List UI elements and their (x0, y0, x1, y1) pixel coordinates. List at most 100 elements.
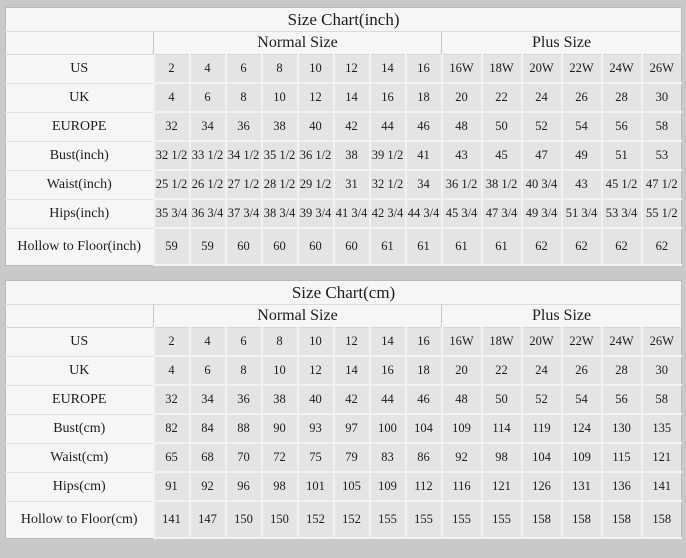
size-cell: 58 (640, 384, 682, 415)
table-row: US 2 4 6 8 10 12 14 16 16W 18W 20W 22W 24W 26W (5, 327, 682, 357)
size-cell: 70 (224, 442, 263, 473)
size-cell: 90 (260, 413, 299, 444)
size-cell: 4 (152, 355, 191, 386)
size-cell: 75 (296, 442, 335, 473)
size-cell: 79 (332, 442, 371, 473)
size-cell: 150 (260, 500, 299, 539)
row-label: Waist(cm) (5, 442, 154, 472)
size-cell: 16W (440, 327, 483, 357)
size-cell: 8 (224, 82, 263, 113)
size-cell: 88 (224, 413, 263, 444)
size-cell: 92 (440, 442, 483, 473)
size-cell: 72 (260, 442, 299, 473)
size-cell: 6 (224, 54, 263, 84)
size-cell: 37 3/4 (224, 198, 263, 229)
normal-size-header: Normal Size (153, 304, 442, 328)
size-cell: 18 (404, 355, 443, 386)
size-cell: 126 (520, 471, 563, 502)
size-cell: 8 (260, 54, 299, 84)
size-cell: 6 (188, 355, 227, 386)
size-cell: 32 (152, 111, 191, 142)
size-cell: 84 (188, 413, 227, 444)
size-cell: 6 (224, 327, 263, 357)
size-cell: 30 (640, 355, 682, 386)
table-row: Waist(inch) 25 1/2 26 1/2 27 1/2 28 1/2 29 1/… (5, 169, 682, 200)
size-cell: 62 (520, 227, 563, 266)
size-cell: 51 3/4 (560, 198, 603, 229)
size-cell: 36 (224, 384, 263, 415)
size-cell: 61 (404, 227, 443, 266)
size-cell: 31 (332, 169, 371, 200)
size-cell: 16 (368, 82, 407, 113)
size-cell: 124 (560, 413, 603, 444)
size-cell: 44 (368, 384, 407, 415)
size-cell: 116 (440, 471, 483, 502)
size-cell: 34 (404, 169, 443, 200)
size-cell: 47 1/2 (640, 169, 682, 200)
size-cell: 104 (520, 442, 563, 473)
table-row: US 2 4 6 8 10 12 14 16 16W 18W 20W 22W 24W 26W (5, 54, 682, 84)
size-cell: 10 (296, 327, 335, 357)
table-row: EUROPE 32 34 36 38 40 42 44 46 48 50 52 54 56 58 (5, 111, 682, 142)
size-cell: 58 (640, 111, 682, 142)
size-cell: 105 (332, 471, 371, 502)
size-cell: 30 (640, 82, 682, 113)
label-column-spacer (5, 304, 154, 328)
size-cell: 45 1/2 (600, 169, 643, 200)
size-cell: 62 (600, 227, 643, 266)
size-cell: 6 (188, 82, 227, 113)
size-cell: 68 (188, 442, 227, 473)
size-cell: 52 (520, 384, 563, 415)
size-cell: 36 3/4 (188, 198, 227, 229)
table-row: UK 4 6 8 10 12 14 16 18 20 22 24 26 28 30 (5, 355, 682, 386)
size-cell: 36 1/2 (440, 169, 483, 200)
size-cell: 20W (520, 54, 563, 84)
size-cell: 34 (188, 111, 227, 142)
size-cell: 53 (640, 140, 682, 171)
row-label: Hollow to Floor(cm) (5, 500, 154, 538)
size-cell: 158 (560, 500, 603, 539)
size-cell: 43 (440, 140, 483, 171)
size-cell: 150 (224, 500, 263, 539)
size-cell: 93 (296, 413, 335, 444)
size-cell: 155 (368, 500, 407, 539)
size-cell: 152 (296, 500, 335, 539)
size-cell: 92 (188, 471, 227, 502)
size-cell: 26W (640, 327, 682, 357)
size-cell: 18 (404, 82, 443, 113)
size-cell: 65 (152, 442, 191, 473)
table-row: Hips(inch) 35 3/4 36 3/4 37 3/4 38 3/4 39 3/4… (5, 198, 682, 229)
size-cell: 42 (332, 384, 371, 415)
size-group-header-row: Normal Size Plus Size (5, 304, 682, 328)
size-cell: 24 (520, 355, 563, 386)
size-cell: 56 (600, 384, 643, 415)
size-cell: 98 (480, 442, 523, 473)
size-cell: 100 (368, 413, 407, 444)
row-label: Bust(cm) (5, 413, 154, 443)
size-cell: 158 (600, 500, 643, 539)
size-cell: 34 (188, 384, 227, 415)
size-cell: 14 (368, 327, 407, 357)
size-cell: 135 (640, 413, 682, 444)
size-cell: 55 1/2 (640, 198, 682, 229)
size-cell: 14 (332, 355, 371, 386)
size-cell: 48 (440, 384, 483, 415)
size-cell: 45 (480, 140, 523, 171)
label-column-spacer (5, 31, 154, 55)
size-cell: 22W (560, 327, 603, 357)
size-cell: 50 (480, 384, 523, 415)
row-label: UK (5, 82, 154, 112)
row-label: US (5, 327, 154, 356)
size-cell: 131 (560, 471, 603, 502)
table-row: Hollow to Floor(inch) 59 59 60 60 60 60 61 61 61 6… (5, 227, 682, 266)
size-cell: 104 (404, 413, 443, 444)
size-cell: 29 1/2 (296, 169, 335, 200)
size-cell: 20W (520, 327, 563, 357)
size-cell: 155 (440, 500, 483, 539)
size-cell: 28 (600, 82, 643, 113)
size-cell: 54 (560, 384, 603, 415)
size-cell: 16 (368, 355, 407, 386)
size-cell: 33 1/2 (188, 140, 227, 171)
size-cell: 26 (560, 82, 603, 113)
size-cell: 42 3/4 (368, 198, 407, 229)
